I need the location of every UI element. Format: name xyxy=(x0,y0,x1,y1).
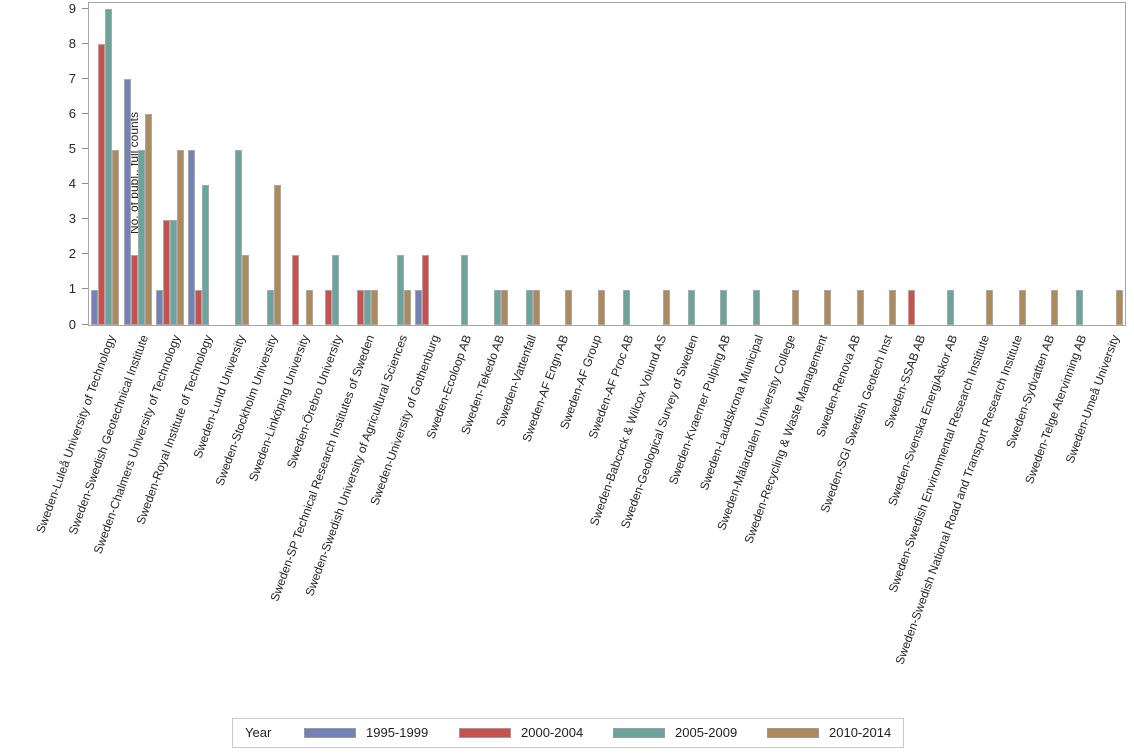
x-category-label: Sweden-Lund University xyxy=(190,333,248,461)
y-axis-tick xyxy=(82,42,88,44)
bar-2010-2014 xyxy=(1018,289,1026,325)
bar-2010-2014 xyxy=(824,289,832,325)
bar-2005-2009 xyxy=(687,289,695,325)
bar-2005-2009 xyxy=(169,219,177,325)
x-category-label: Sweden-Umeå University xyxy=(1062,333,1122,466)
bar-2010-2014 xyxy=(986,289,994,325)
bar-2005-2009 xyxy=(234,149,242,325)
bar-2010-2014 xyxy=(144,114,152,325)
bar-2010-2014 xyxy=(403,289,411,325)
legend: Year 1995-1999 2000-2004 2005-2009 2010-201… xyxy=(232,718,904,748)
bar-2005-2009 xyxy=(1076,289,1084,325)
bar-2010-2014 xyxy=(306,289,314,325)
y-axis-tick xyxy=(82,148,88,149)
bar-2005-2009 xyxy=(202,184,210,325)
y-axis-tick xyxy=(82,253,88,255)
bar-2010-2014 xyxy=(533,289,541,325)
bar-2010-2014 xyxy=(371,289,379,325)
y-axis-tick-label: 0 xyxy=(68,316,76,332)
bar-2005-2009 xyxy=(946,289,954,325)
legend-label: 2000-2004 xyxy=(521,725,584,740)
bar-1995-1999 xyxy=(414,289,422,325)
bar-2010-2014 xyxy=(112,149,120,325)
bar-2010-2014 xyxy=(1051,289,1059,325)
y-axis-tick-label: 5 xyxy=(68,141,76,156)
bar-2010-2014 xyxy=(597,289,605,325)
bar-2000-2004 xyxy=(195,289,203,325)
x-category-label: Sweden-Swedish National Road and Transpo… xyxy=(892,333,1025,667)
bar-2010-2014 xyxy=(274,184,282,325)
x-category-label: Sweden-Chalmers University of Technology xyxy=(90,333,184,556)
bar-2005-2009 xyxy=(331,254,339,325)
legend-label: 2010-2014 xyxy=(829,725,892,740)
legend-swatch-2005-2009 xyxy=(613,728,665,738)
bar-2005-2009 xyxy=(137,149,145,325)
bar-2000-2004 xyxy=(98,44,106,325)
x-category-label: Sweden-Svenska EnergiAskor AB xyxy=(885,333,961,508)
x-category-label: Sweden-AF Group xyxy=(556,333,604,432)
y-axis-tick-label: 8 xyxy=(68,35,76,51)
bar-1995-1999 xyxy=(123,79,131,325)
y-axis-tick-label: 4 xyxy=(68,176,76,192)
bar-1995-1999 xyxy=(188,149,196,325)
y-axis-tick xyxy=(82,183,88,185)
bar-2005-2009 xyxy=(526,289,534,325)
legend-label: 2005-2009 xyxy=(675,725,738,740)
legend-swatch-2010-2014 xyxy=(767,728,819,738)
y-axis-tick xyxy=(82,218,88,220)
bar-2010-2014 xyxy=(500,289,508,325)
bar-2010-2014 xyxy=(1115,289,1123,325)
bar-2005-2009 xyxy=(267,289,275,325)
bar-2010-2014 xyxy=(889,289,897,325)
bar-2005-2009 xyxy=(623,289,631,325)
bar-2000-2004 xyxy=(907,289,915,325)
bar-2010-2014 xyxy=(662,289,670,325)
bar-2005-2009 xyxy=(720,289,728,325)
bar-2000-2004 xyxy=(162,219,170,325)
x-category-label: Sweden-University of Gothenburg xyxy=(367,333,443,508)
legend-swatch-2000-2004 xyxy=(459,728,511,738)
bar-1995-1999 xyxy=(155,289,163,325)
y-axis-tick-label: 6 xyxy=(68,105,76,121)
bar-2005-2009 xyxy=(493,289,501,325)
legend-title: Year xyxy=(245,725,272,740)
y-axis-tick-label: 9 xyxy=(68,0,76,16)
bar-2005-2009 xyxy=(461,254,469,325)
bar-2005-2009 xyxy=(105,9,113,325)
bar-2005-2009 xyxy=(364,289,372,325)
y-axis-tick-label: 3 xyxy=(68,211,76,227)
plot-area: No. of publ., full counts xyxy=(88,2,1126,326)
y-axis-tick xyxy=(82,7,88,9)
bar-2010-2014 xyxy=(565,289,573,325)
y-axis-tick-label: 7 xyxy=(68,70,76,86)
bar-1995-1999 xyxy=(91,289,99,325)
bar-2000-2004 xyxy=(130,254,138,325)
bar-2010-2014 xyxy=(241,254,249,325)
bar-2005-2009 xyxy=(396,254,404,325)
legend-swatch-1995-1999 xyxy=(304,728,356,738)
bar-2000-2004 xyxy=(421,254,429,325)
bar-2010-2014 xyxy=(176,149,184,325)
bar-2000-2004 xyxy=(292,254,300,325)
legend-label: 1995-1999 xyxy=(366,725,429,740)
x-category-label: Sweden-Renova AB xyxy=(813,333,863,439)
y-axis-tick-label: 1 xyxy=(68,281,76,297)
x-category-label: Sweden-Laudskrona Municipal xyxy=(696,333,766,493)
bar-2000-2004 xyxy=(357,289,365,325)
y-axis-tick-label: 2 xyxy=(68,246,76,262)
bar-2010-2014 xyxy=(856,289,864,325)
y-axis-tick xyxy=(82,112,88,114)
y-axis-tick xyxy=(82,77,88,79)
x-category-label: Sweden-Tekedo AB xyxy=(457,333,507,437)
y-axis-tick xyxy=(82,288,88,290)
y-axis-tick xyxy=(82,323,88,325)
x-category-label: Sweden-Geological Survey of Sweden xyxy=(617,333,702,531)
bar-2010-2014 xyxy=(792,289,800,325)
bar-2000-2004 xyxy=(324,289,332,325)
x-category-label: Sweden-Örebro University xyxy=(283,333,345,471)
bar-2005-2009 xyxy=(752,289,760,325)
